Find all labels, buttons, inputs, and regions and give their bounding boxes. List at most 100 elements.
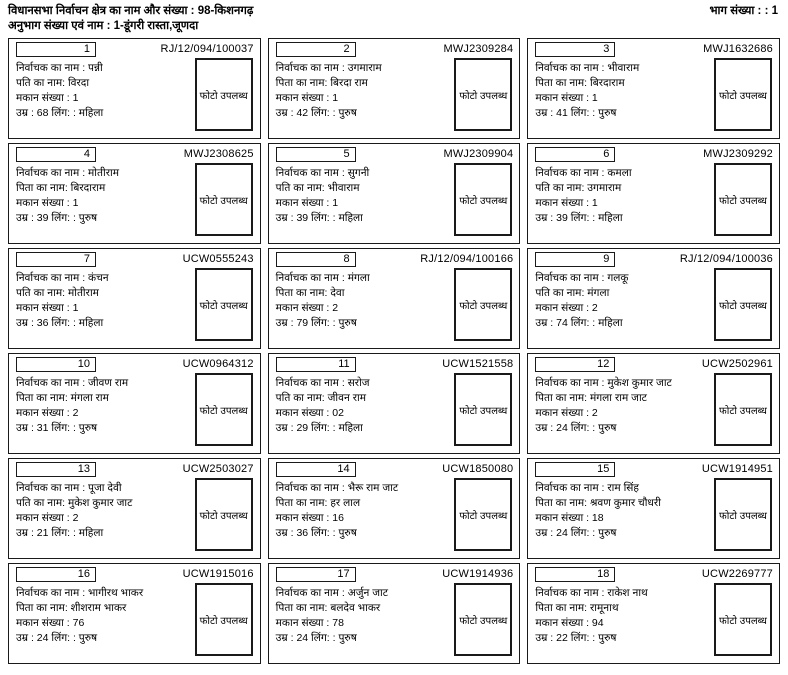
epic-number: UCW1914936 <box>442 568 514 580</box>
age-gender-line: उम्र : 39 लिंग: : पुरुष <box>16 212 98 224</box>
elector-name-line: निर्वाचक का नाम : भागीरथ भाकर <box>16 587 144 599</box>
elector-name-line: निर्वाचक का नाम : गलकू <box>535 272 629 284</box>
voter-card: 16 UCW1915016 निर्वाचक का नाम : भागीरथ भ… <box>8 563 261 664</box>
serial-number-box: 16 <box>16 567 96 582</box>
house-number-line: मकान संख्या : 1 <box>16 197 79 209</box>
serial-number-box: 6 <box>535 147 616 162</box>
serial-number-box: 9 <box>535 252 616 267</box>
epic-number: UCW0964312 <box>182 358 254 370</box>
epic-number: UCW1850080 <box>442 463 514 475</box>
voter-card: 2 MWJ2309284 निर्वाचक का नाम : उगमाराम प… <box>267 38 521 139</box>
house-number-line: मकान संख्या : 1 <box>535 197 598 209</box>
serial-number: 6 <box>603 148 610 160</box>
elector-name-line: निर्वाचक का नाम : भैरू राम जाट <box>275 482 399 494</box>
photo-available-label: फोटो उपलब्ध <box>719 195 767 207</box>
house-number-line: मकान संख्या : 16 <box>275 512 344 524</box>
house-number-line: मकान संख्या : 2 <box>535 302 598 314</box>
age-gender-line: उम्र : 22 लिंग: : पुरुष <box>535 632 617 644</box>
photo-available-label: फोटो उपलब्ध <box>199 300 248 312</box>
relation-name-line: पति का नाम: भीवाराम <box>275 182 360 194</box>
age-gender-line: उम्र : 39 लिंग: : महिला <box>275 212 363 224</box>
voter-card: 8 RJ/12/094/100166 निर्वाचक का नाम : मंग… <box>267 248 521 349</box>
epic-number: RJ/12/094/100036 <box>679 253 773 265</box>
house-number-line: मकान संख्या : 1 <box>275 197 339 209</box>
photo-available-box: फोटो उपलब्ध <box>194 478 253 551</box>
voter-card: 3 MWJ1632686 निर्वाचक का नाम : भीवाराम प… <box>527 38 780 139</box>
voter-card: 18 UCW2269777 निर्वाचक का नाम : राकेश ना… <box>527 563 780 664</box>
photo-available-label: फोटो उपलब्ध <box>719 405 767 417</box>
relation-name-line: पिता का नाम: रामूनाथ <box>535 602 619 614</box>
relation-name-line: पति का नाम: मंगला <box>535 287 610 299</box>
photo-available-box: फोटो उपलब्ध <box>454 268 513 341</box>
serial-number: 1 <box>83 43 90 55</box>
serial-number: 12 <box>597 358 610 370</box>
photo-available-box: फोटो उपलब्ध <box>454 373 513 446</box>
relation-name-line: पिता का नाम: बलदेव भाकर <box>275 602 381 614</box>
elector-name-line: निर्वाचक का नाम : जीवण राम <box>16 377 129 389</box>
age-gender-line: उम्र : 68 लिंग: : महिला <box>16 107 104 119</box>
photo-available-box: फोटो उपलब्ध <box>454 163 513 236</box>
age-gender-line: उम्र : 21 लिंग: : महिला <box>16 527 104 539</box>
photo-available-label: फोटो उपलब्ध <box>199 405 248 417</box>
house-number-line: मकान संख्या : 1 <box>275 92 339 104</box>
relation-name-line: पिता का नाम: शीशराम भाकर <box>16 602 127 614</box>
serial-number-box: 2 <box>275 42 356 57</box>
elector-name-line: निर्वाचक का नाम : राम सिंह <box>535 482 639 494</box>
elector-name-line: निर्वाचक का नाम : पूजा देवी <box>16 482 122 494</box>
age-gender-line: उम्र : 79 लिंग: : पुरुष <box>275 317 357 329</box>
house-number-line: मकान संख्या : 1 <box>535 92 598 104</box>
serial-number-box: 4 <box>16 147 96 162</box>
relation-name-line: पिता का नाम: श्रवण कुमार चौधरी <box>535 497 661 509</box>
house-number-line: मकान संख्या : 18 <box>535 512 604 524</box>
voter-card: 17 UCW1914936 निर्वाचक का नाम : अर्जुन ज… <box>267 563 521 664</box>
voter-card: 5 MWJ2309904 निर्वाचक का नाम : सुगनी पति… <box>267 143 521 244</box>
photo-available-label: फोटो उपलब्ध <box>719 615 767 627</box>
epic-number: MWJ2309904 <box>443 148 514 160</box>
epic-number: MWJ2309284 <box>443 43 514 55</box>
photo-available-box: फोटो उपलब्ध <box>454 58 513 131</box>
photo-available-label: फोटो उपलब्ध <box>199 195 248 207</box>
voter-card: 4 MWJ2308625 निर्वाचक का नाम : मोतीराम प… <box>8 143 261 244</box>
serial-number: 17 <box>337 568 350 580</box>
epic-number: RJ/12/094/100166 <box>420 253 514 265</box>
serial-number: 3 <box>603 43 610 55</box>
age-gender-line: उम्र : 42 लिंग: : पुरुष <box>275 107 357 119</box>
age-gender-line: उम्र : 36 लिंग: : महिला <box>16 317 104 329</box>
age-gender-line: उम्र : 24 लिंग: : पुरुष <box>16 632 98 644</box>
relation-name-line: पति का नाम: मोतीराम <box>16 287 99 299</box>
photo-available-label: फोटो उपलब्ध <box>719 90 767 102</box>
age-gender-line: उम्र : 24 लिंग: : पुरुष <box>535 422 617 434</box>
elector-name-line: निर्वाचक का नाम : सुगनी <box>275 167 370 179</box>
serial-number: 4 <box>83 148 90 160</box>
photo-available-label: फोटो उपलब्ध <box>199 510 248 522</box>
voter-card: 1 RJ/12/094/100037 निर्वाचक का नाम : पन्… <box>8 38 261 139</box>
serial-number-box: 1 <box>16 42 96 57</box>
elector-name-line: निर्वाचक का नाम : अर्जुन जाट <box>275 587 389 599</box>
elector-name-line: निर्वाचक का नाम : कंचन <box>16 272 109 284</box>
house-number-line: मकान संख्या : 02 <box>275 407 344 419</box>
age-gender-line: उम्र : 24 लिंग: : पुरुष <box>275 632 357 644</box>
photo-available-label: फोटो उपलब्ध <box>459 615 508 627</box>
age-gender-line: उम्र : 31 लिंग: : पुरुष <box>16 422 98 434</box>
serial-number-box: 12 <box>535 357 616 372</box>
relation-name-line: पिता का नाम: देवा <box>275 287 345 299</box>
voter-card: 9 RJ/12/094/100036 निर्वाचक का नाम : गलक… <box>527 248 780 349</box>
photo-available-box: फोटो उपलब्ध <box>714 163 772 236</box>
elector-name-line: निर्वाचक का नाम : कमला <box>535 167 632 179</box>
photo-available-box: फोटो उपलब्ध <box>714 478 772 551</box>
relation-name-line: पिता का नाम: बिरदाराम <box>16 182 106 194</box>
relation-name-line: पति का नाम: विरदा <box>16 77 90 89</box>
house-number-line: मकान संख्या : 2 <box>535 407 598 419</box>
voter-card: 10 UCW0964312 निर्वाचक का नाम : जीवण राम… <box>8 353 261 454</box>
epic-number: MWJ1632686 <box>703 43 773 55</box>
epic-number: UCW2503027 <box>182 463 254 475</box>
epic-number: UCW2269777 <box>701 568 773 580</box>
photo-available-label: फोटो उपलब्ध <box>719 510 767 522</box>
photo-available-box: फोटो उपलब्ध <box>194 58 253 131</box>
age-gender-line: उम्र : 74 लिंग: : महिला <box>535 317 623 329</box>
house-number-line: मकान संख्या : 1 <box>16 302 79 314</box>
relation-name-line: पति का नाम: जीवन राम <box>275 392 366 404</box>
photo-available-label: फोटो उपलब्ध <box>459 300 508 312</box>
epic-number: MWJ2309292 <box>703 148 773 160</box>
